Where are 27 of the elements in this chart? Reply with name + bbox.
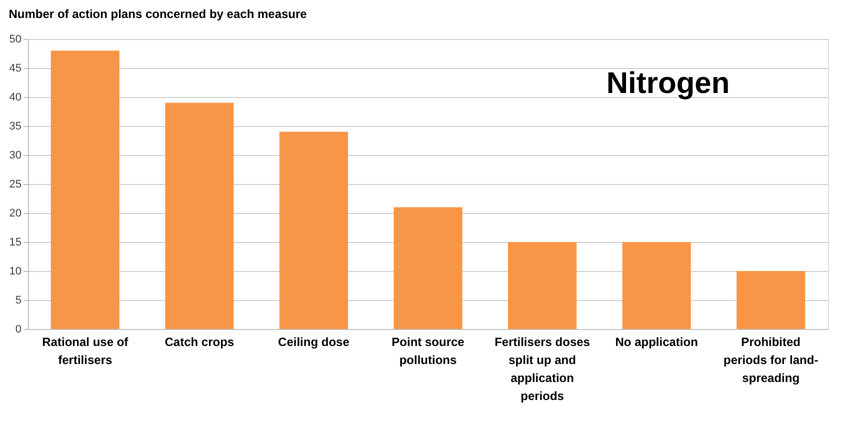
x-tick-label: No application	[615, 335, 698, 349]
y-tick-label: 10	[9, 266, 22, 278]
y-tick-label: 20	[9, 208, 22, 220]
x-tick-label: Rational use of fertilisers	[42, 335, 130, 367]
bar	[394, 207, 462, 329]
y-tick-label: 0	[15, 324, 22, 336]
bar	[50, 50, 120, 329]
y-tick-label: 40	[9, 92, 22, 104]
bar	[165, 102, 234, 329]
annotation: Nitrogen	[606, 67, 730, 100]
bar	[508, 242, 577, 329]
y-tick-label: 15	[9, 236, 22, 248]
bar	[622, 242, 691, 329]
y-tick-label: 30	[9, 150, 22, 162]
y-tick-label: 35	[9, 120, 22, 132]
chart-title: Number of action plans concerned by each measure	[8, 7, 308, 21]
y-tick-label: 45	[9, 62, 22, 74]
x-tick-label: Point source pollutions	[392, 335, 465, 367]
y-tick-label: 25	[9, 178, 22, 190]
y-tick-label: 5	[15, 294, 22, 306]
bar	[279, 132, 348, 329]
x-tick-label: Catch crops	[164, 335, 234, 349]
x-tick-label: Fertilisers doses split up and application periods	[494, 335, 590, 403]
y-tick-label: 50	[9, 34, 22, 46]
bar	[736, 271, 806, 329]
x-tick-label: Ceiling dose	[278, 335, 350, 349]
x-tick-label: Prohibited periods for land-spreading	[724, 335, 818, 385]
